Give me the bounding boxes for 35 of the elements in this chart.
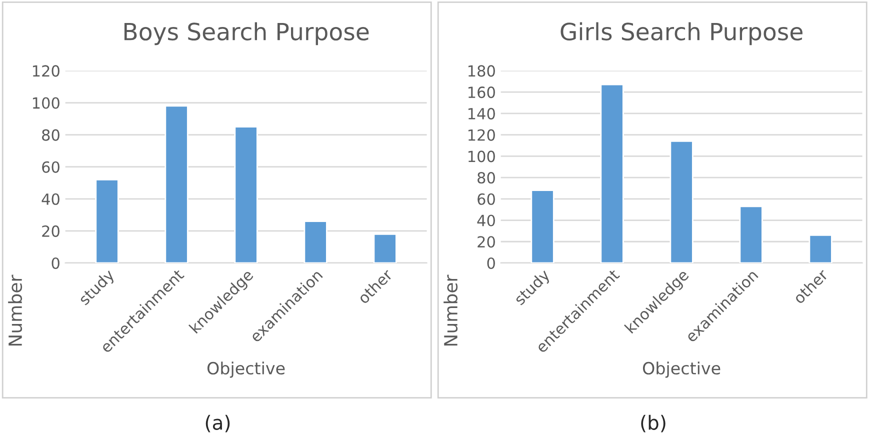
y-axis-title: Number (444, 274, 458, 346)
bar (373, 233, 397, 263)
y-tick-label: 60 (478, 193, 495, 205)
y-tick-label: 100 (32, 97, 60, 109)
y-tick-label: 140 (468, 108, 495, 120)
chart-title: Girls Search Purpose (560, 22, 802, 46)
bar (234, 126, 258, 263)
bar (808, 234, 832, 263)
y-tick-label: 0 (52, 257, 60, 270)
y-tick-label: 180 (468, 65, 495, 77)
bar (530, 190, 554, 263)
text: (b) (641, 414, 666, 432)
bar (304, 220, 328, 263)
y-tick-label: 120 (468, 129, 495, 141)
y-tick-label: 0 (487, 257, 495, 270)
y-tick-label: 80 (42, 129, 60, 141)
y-tick-label: 20 (478, 236, 495, 248)
bar (739, 206, 763, 263)
y-tick-label: 40 (477, 214, 495, 226)
bar (600, 84, 624, 263)
y-tick-label: 160 (468, 86, 495, 98)
y-axis-title: Number (8, 274, 22, 346)
y-tick-label: 20 (42, 225, 60, 237)
bar (95, 178, 119, 263)
y-tick-label: 120 (32, 65, 60, 77)
y-tick-label: 60 (42, 161, 60, 173)
x-axis-title: Objective (207, 362, 285, 378)
y-tick-label: 40 (42, 193, 60, 205)
text: (a) (206, 414, 230, 432)
bar (164, 105, 188, 263)
bar (670, 140, 694, 263)
y-tick-label: 80 (478, 172, 495, 184)
y-tick-label: 100 (468, 150, 495, 162)
chart-title: Boys Search Purpose (124, 22, 369, 46)
x-axis-title: Objective (642, 362, 720, 378)
